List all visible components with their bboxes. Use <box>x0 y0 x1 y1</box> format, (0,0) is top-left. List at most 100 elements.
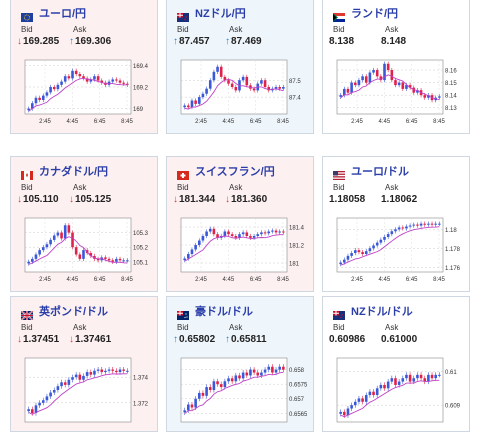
card-title-row[interactable]: カナダドル/円 <box>21 163 109 180</box>
candle-body <box>82 375 85 380</box>
uk-flag-icon <box>20 307 34 321</box>
candle-body <box>96 369 100 371</box>
candle-body <box>41 95 45 100</box>
chart-frame <box>180 59 288 115</box>
card-title-row[interactable]: 英ポンド/ドル <box>20 303 109 321</box>
card-title-row[interactable]: ユーロ/円 <box>21 5 87 22</box>
candle-body <box>71 232 74 248</box>
rate-card[interactable]: カナダドル/円 Bid Ask ↓105.110 ↓105.125 105.3 105.2 1… <box>10 156 158 292</box>
candle-body <box>230 378 234 382</box>
candle-body <box>343 411 346 416</box>
card-title-row[interactable]: ユーロ/ドル <box>333 163 410 180</box>
card-title-row[interactable]: NZドル/円 <box>177 5 246 22</box>
rate-card[interactable]: ユーロ/ドル Bid Ask 1.18058 1.18062 1.18 1.178 1.176… <box>322 156 470 292</box>
currency-pair-title[interactable]: ランド/円 <box>351 8 399 20</box>
candle-body <box>372 245 375 249</box>
bid-value-number: 8.138 <box>329 36 355 47</box>
y-tick-label: 0.609 <box>445 404 461 410</box>
currency-pair-title[interactable]: NZドル/円 <box>195 8 246 20</box>
price-chart[interactable]: 1.18 1.178 1.176 2:45 4:45 6:45 8:45 <box>333 214 463 286</box>
candle-body <box>223 381 227 388</box>
moving-average-line <box>184 371 284 414</box>
candle-body <box>41 247 45 251</box>
currency-pair-title[interactable]: カナダドル/円 <box>39 166 109 178</box>
currency-pair-title[interactable]: ユーロ/ドル <box>351 166 410 178</box>
price-chart[interactable]: 0.61 0.609 <box>333 354 463 426</box>
candle-body <box>408 374 412 382</box>
price-chart[interactable]: 181.4 181.2 181 2:45 4:45 6:45 8:45 <box>177 214 307 286</box>
candle-body <box>67 225 71 233</box>
y-tick-label: 0.6575 <box>289 383 307 389</box>
candle-body <box>252 369 256 373</box>
candle-body <box>234 375 238 382</box>
chart-svg: 8.16 8.15 8.14 8.13 2:45 4:45 6:45 8:45 <box>336 59 457 125</box>
x-tick-label: 4:45 <box>66 119 78 125</box>
candle-body <box>34 254 38 259</box>
candle-body <box>260 372 263 376</box>
candle-body <box>27 261 30 264</box>
x-tick-label: 4:45 <box>222 119 234 125</box>
ca-flag-icon <box>21 167 33 180</box>
x-tick-label: 6:45 <box>250 277 262 283</box>
candle-body <box>408 225 412 227</box>
rate-card[interactable]: スイスフラン/円 Bid Ask ↓181.344 ↓181.360 181.4 181.2… <box>166 156 314 292</box>
chart-frame <box>24 217 132 273</box>
y-tick-label: 1.18 <box>445 228 457 234</box>
candle-body <box>375 242 379 246</box>
candle-body <box>78 254 82 259</box>
rate-card[interactable]: ユーロ/円 Bid Ask ↓169.285 ↑169.306 169.4 169.2 169… <box>10 0 158 134</box>
candle-body <box>386 381 390 389</box>
candle-body <box>419 374 423 379</box>
candle-body <box>63 76 67 82</box>
candle-body <box>38 97 41 100</box>
bid-value-number: 169.285 <box>23 36 60 47</box>
currency-pair-title[interactable]: 豪ドル/ドル <box>195 306 254 318</box>
candle-body <box>271 230 274 232</box>
rate-card[interactable]: 英ポンド/ドル Bid Ask ↓1.37451 ↓1.37461 1.374 1.372 <box>10 296 158 432</box>
candle-body <box>379 384 383 389</box>
x-tick-label: 8:45 <box>277 277 289 283</box>
candle-body <box>438 223 441 225</box>
price-chart[interactable]: 105.3 105.2 105.1 2:45 4:45 6:45 8:45 <box>21 214 151 286</box>
currency-pair-title[interactable]: ユーロ/円 <box>39 8 87 20</box>
price-chart[interactable]: 1.374 1.372 <box>21 354 151 426</box>
candle-body <box>252 236 256 238</box>
candle-body <box>267 231 271 234</box>
candle-body <box>219 66 223 77</box>
card-title-row[interactable]: 豪ドル/ドル <box>177 303 254 320</box>
rate-card[interactable]: ランド/円 Bid Ask 8.138 8.148 8.16 8.15 8.14 8.13 2:4… <box>322 0 470 134</box>
bid-value-number: 0.65802 <box>179 334 216 345</box>
rate-grid: ユーロ/円 Bid Ask ↓169.285 ↑169.306 169.4 169.2 169… <box>10 0 470 432</box>
candle-body <box>260 80 263 84</box>
candle-body <box>263 369 267 373</box>
arrow-up-icon: ↑ <box>173 36 178 47</box>
candle-body <box>386 63 390 71</box>
ask-value: ↓181.360 <box>225 194 267 205</box>
candle-body <box>107 369 111 371</box>
price-chart[interactable]: 169.4 169.2 169 2:45 4:45 6:45 8:45 <box>21 56 151 128</box>
chart-svg: 169.4 169.2 169 2:45 4:45 6:45 8:45 <box>24 59 149 125</box>
card-title-row[interactable]: NZドル/ドル <box>333 303 413 320</box>
currency-pair-title[interactable]: NZドル/ドル <box>351 306 413 318</box>
candle-body <box>208 387 212 390</box>
candle-body <box>183 105 186 108</box>
x-tick-label: 2:45 <box>39 119 51 125</box>
candle-body <box>216 234 219 238</box>
ask-value: 8.148 <box>381 36 406 47</box>
y-tick-label: 181 <box>289 262 300 268</box>
candle-body <box>223 76 227 81</box>
currency-pair-title[interactable]: スイスフラン/円 <box>195 166 275 178</box>
price-chart[interactable]: 87.5 87.4 2:45 4:45 6:45 8:45 <box>177 56 307 128</box>
x-tick-label: 6:45 <box>250 119 262 125</box>
rate-card[interactable]: NZドル/ドル Bid Ask 0.60986 0.61000 0.61 0.609 <box>322 296 470 432</box>
rate-card[interactable]: NZドル/円 Bid Ask ↑87.457 ↑87.469 87.5 87.4 2:45 4:… <box>166 0 314 134</box>
card-title-row[interactable]: ランド/円 <box>333 5 399 22</box>
currency-pair-title[interactable]: 英ポンド/ドル <box>39 306 109 318</box>
price-chart[interactable]: 8.16 8.15 8.14 8.13 2:45 4:45 6:45 8:45 <box>333 56 463 128</box>
price-chart[interactable]: 0.658 0.6575 0.657 0.6565 <box>177 354 307 426</box>
candle-body <box>115 258 118 262</box>
candle-body <box>383 384 386 389</box>
candle-body <box>343 259 346 263</box>
rate-card[interactable]: 豪ドル/ドル Bid Ask ↑0.65802 ↑0.65811 0.658 0.6575 0… <box>166 296 314 432</box>
card-title-row[interactable]: スイスフラン/円 <box>177 163 275 180</box>
